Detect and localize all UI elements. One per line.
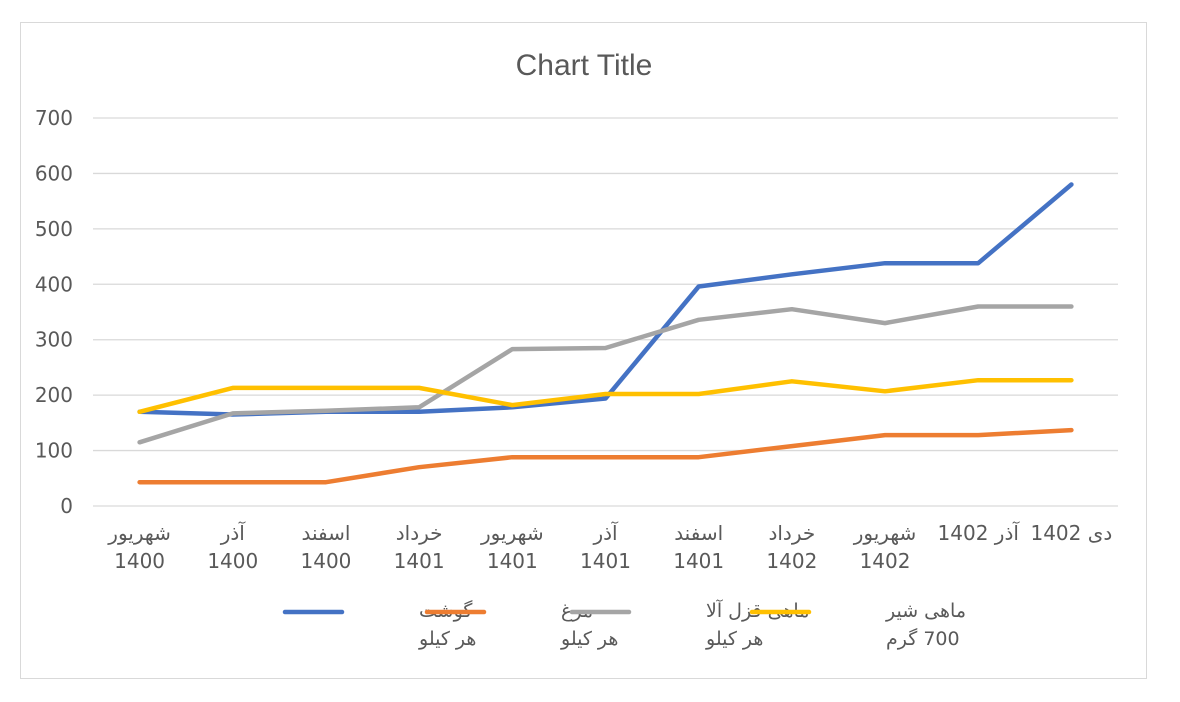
x-tick-label-line: آذر xyxy=(220,520,247,545)
x-tick-label: اسفند 1401 xyxy=(673,521,724,573)
legend-label-line: هر کیلو xyxy=(560,628,618,650)
x-tick-label: خرداد 1401 xyxy=(394,521,445,573)
x-tick-label-line: آذر xyxy=(592,520,619,545)
x-tick-label-line: 1400 xyxy=(207,549,258,573)
x-tick-label-line: آذر 1402 xyxy=(938,520,1021,545)
x-tick-label-line: شهریور xyxy=(853,521,917,545)
x-tick-label: آذر 1401 xyxy=(580,520,631,573)
x-tick-label-line: 1401 xyxy=(673,549,724,573)
series-lines xyxy=(137,182,1074,485)
y-tick-label: 500 xyxy=(35,217,73,241)
x-tick-label-line: 1401 xyxy=(487,549,538,573)
y-tick-label: 400 xyxy=(35,272,73,296)
x-tick-label-line: خرداد xyxy=(396,521,443,545)
x-tick-label-line: 1401 xyxy=(394,549,445,573)
y-tick-label: 700 xyxy=(35,106,73,130)
y-tick-label: 300 xyxy=(35,328,73,352)
series-line-1 xyxy=(137,427,1074,485)
legend-label: مرغهر کیلو xyxy=(560,600,618,650)
chart-title: Chart Title xyxy=(516,49,653,82)
x-tick-label: دی 1402 xyxy=(1030,521,1112,545)
x-tick-label-line: اسفند xyxy=(674,521,723,545)
legend-label: ماهی شیر 700 گرم xyxy=(885,600,966,650)
x-tick-label: خرداد 1402 xyxy=(766,521,817,573)
x-tick-label-line: شهریور xyxy=(480,521,544,545)
x-tick-label-line: 1401 xyxy=(580,549,631,573)
y-tick-label: 0 xyxy=(60,494,73,518)
x-tick-label-line: 1402 xyxy=(860,549,911,573)
gridlines xyxy=(93,117,1118,507)
x-tick-label: اسفند 1400 xyxy=(301,521,352,573)
y-tick-label: 600 xyxy=(35,161,73,185)
y-axis-ticks: 0 100 200 300 400 500 600 700 xyxy=(35,106,73,518)
x-tick-label: آذر 1402 xyxy=(938,520,1021,545)
legend-label: گوشتهر کیلو xyxy=(418,599,476,650)
legend-label-line: هر کیلو xyxy=(705,628,763,650)
legend-label-line: ماهی شیر xyxy=(885,600,966,622)
x-tick-label-line: شهریور xyxy=(107,521,171,545)
x-tick-label: شهریور 1401 xyxy=(480,521,544,573)
series-line-0 xyxy=(137,182,1074,417)
x-tick-label-line: 1402 xyxy=(766,549,817,573)
x-tick-label: آذر 1400 xyxy=(207,520,258,573)
x-tick-label-line: خرداد xyxy=(768,521,815,545)
x-tick-label: شهریور 1402 xyxy=(853,521,917,573)
legend-label-line: هر کیلو xyxy=(418,628,476,650)
y-tick-label: 200 xyxy=(35,383,73,407)
series-line-3 xyxy=(137,377,1074,415)
y-tick-label: 100 xyxy=(35,439,73,463)
x-tick-label-line: دی 1402 xyxy=(1030,521,1112,545)
x-tick-label-line: 1400 xyxy=(114,549,165,573)
x-tick-label: شهریور 1400 xyxy=(107,521,171,573)
x-tick-label-line: اسفند xyxy=(301,521,350,545)
legend-label-line: 700 گرم xyxy=(886,627,960,650)
series-line-2 xyxy=(137,304,1074,445)
x-tick-label-line: 1400 xyxy=(301,549,352,573)
